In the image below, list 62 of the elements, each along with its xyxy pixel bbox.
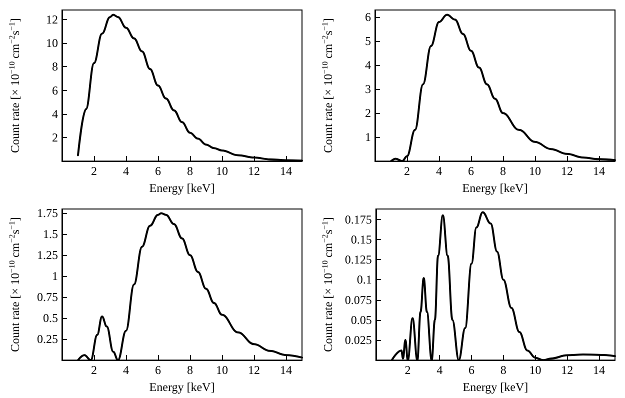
- y-tick-label: 1: [52, 269, 58, 284]
- x-tick-label: 4: [436, 363, 443, 378]
- y-tick-label: 6: [52, 83, 58, 98]
- x-tick-label: 2: [404, 164, 410, 178]
- x-tick-label: 6: [155, 363, 161, 378]
- y-tick-label: 4: [365, 58, 371, 72]
- y-tick-label: 1.75: [37, 206, 58, 220]
- x-tick-label: 12: [248, 363, 260, 378]
- y-tick-label: 0.125: [344, 252, 372, 267]
- y-tick-label: 6: [365, 10, 371, 24]
- x-tick-label: 6: [155, 164, 161, 178]
- x-axis-title: Energy [keV]: [149, 380, 215, 394]
- x-tick-label: 14: [593, 164, 605, 178]
- x-tick-label: 10: [216, 363, 228, 378]
- y-axis-title: Count rate [× 10−10 cm−2s−1]: [8, 217, 22, 352]
- x-tick-label: 8: [500, 363, 506, 378]
- y-tick-label: 8: [52, 60, 58, 74]
- x-tick-label: 4: [436, 164, 442, 178]
- y-tick-label: 0.15: [350, 232, 372, 247]
- x-tick-label: 12: [561, 363, 574, 378]
- x-tick-label: 4: [123, 363, 129, 378]
- y-tick-label: 2: [365, 106, 371, 120]
- y-tick-label: 10: [46, 36, 58, 50]
- x-axis-title: Energy [keV]: [462, 181, 528, 195]
- y-tick-label: 0.1: [356, 272, 372, 287]
- y-tick-label: 1: [365, 130, 371, 144]
- x-tick-label: 4: [123, 164, 129, 178]
- x-tick-label: 6: [468, 363, 475, 378]
- y-tick-label: 0.05: [350, 312, 372, 327]
- x-tick-label: 12: [248, 164, 260, 178]
- x-tick-label: 6: [468, 164, 474, 178]
- y-tick-label: 1.25: [37, 248, 58, 262]
- x-tick-label: 2: [91, 164, 97, 178]
- y-tick-label: 0.25: [37, 332, 58, 346]
- y-tick-label: 2: [52, 130, 58, 144]
- y-axis-title: Count rate [× 10−10 cm−2s−1]: [8, 18, 22, 154]
- y-axis-title: Count rate [× 10−10 cm−2s−1]: [320, 18, 335, 154]
- y-tick-label: 0.025: [344, 333, 372, 348]
- y-tick-label: 4: [52, 106, 58, 121]
- x-axis-title: Energy [keV]: [462, 380, 528, 394]
- y-tick-label: 1.5: [43, 227, 58, 242]
- y-tick-label: 0.075: [344, 292, 372, 307]
- x-tick-label: 14: [280, 363, 292, 378]
- y-tick-label: 0.175: [344, 212, 372, 226]
- x-tick-label: 10: [529, 363, 542, 378]
- y-tick-label: 5: [365, 34, 371, 48]
- x-tick-label: 2: [91, 363, 97, 378]
- y-tick-label: 3: [365, 82, 371, 96]
- x-tick-label: 2: [404, 363, 411, 378]
- x-tick-label: 14: [280, 164, 292, 178]
- x-axis-title: Energy [keV]: [149, 181, 215, 195]
- y-tick-label: 0.75: [37, 290, 58, 304]
- x-tick-label: 8: [500, 164, 506, 178]
- x-tick-label: 8: [187, 363, 193, 378]
- x-tick-label: 10: [216, 164, 228, 178]
- y-tick-label: 0.5: [43, 311, 58, 326]
- x-tick-label: 12: [561, 164, 573, 178]
- x-tick-label: 14: [593, 363, 606, 378]
- x-tick-label: 10: [529, 164, 541, 178]
- y-tick-label: 12: [46, 12, 58, 26]
- y-axis-title: Count rate [× 10−10 cm−2s−1]: [320, 217, 335, 352]
- x-tick-label: 8: [187, 164, 193, 178]
